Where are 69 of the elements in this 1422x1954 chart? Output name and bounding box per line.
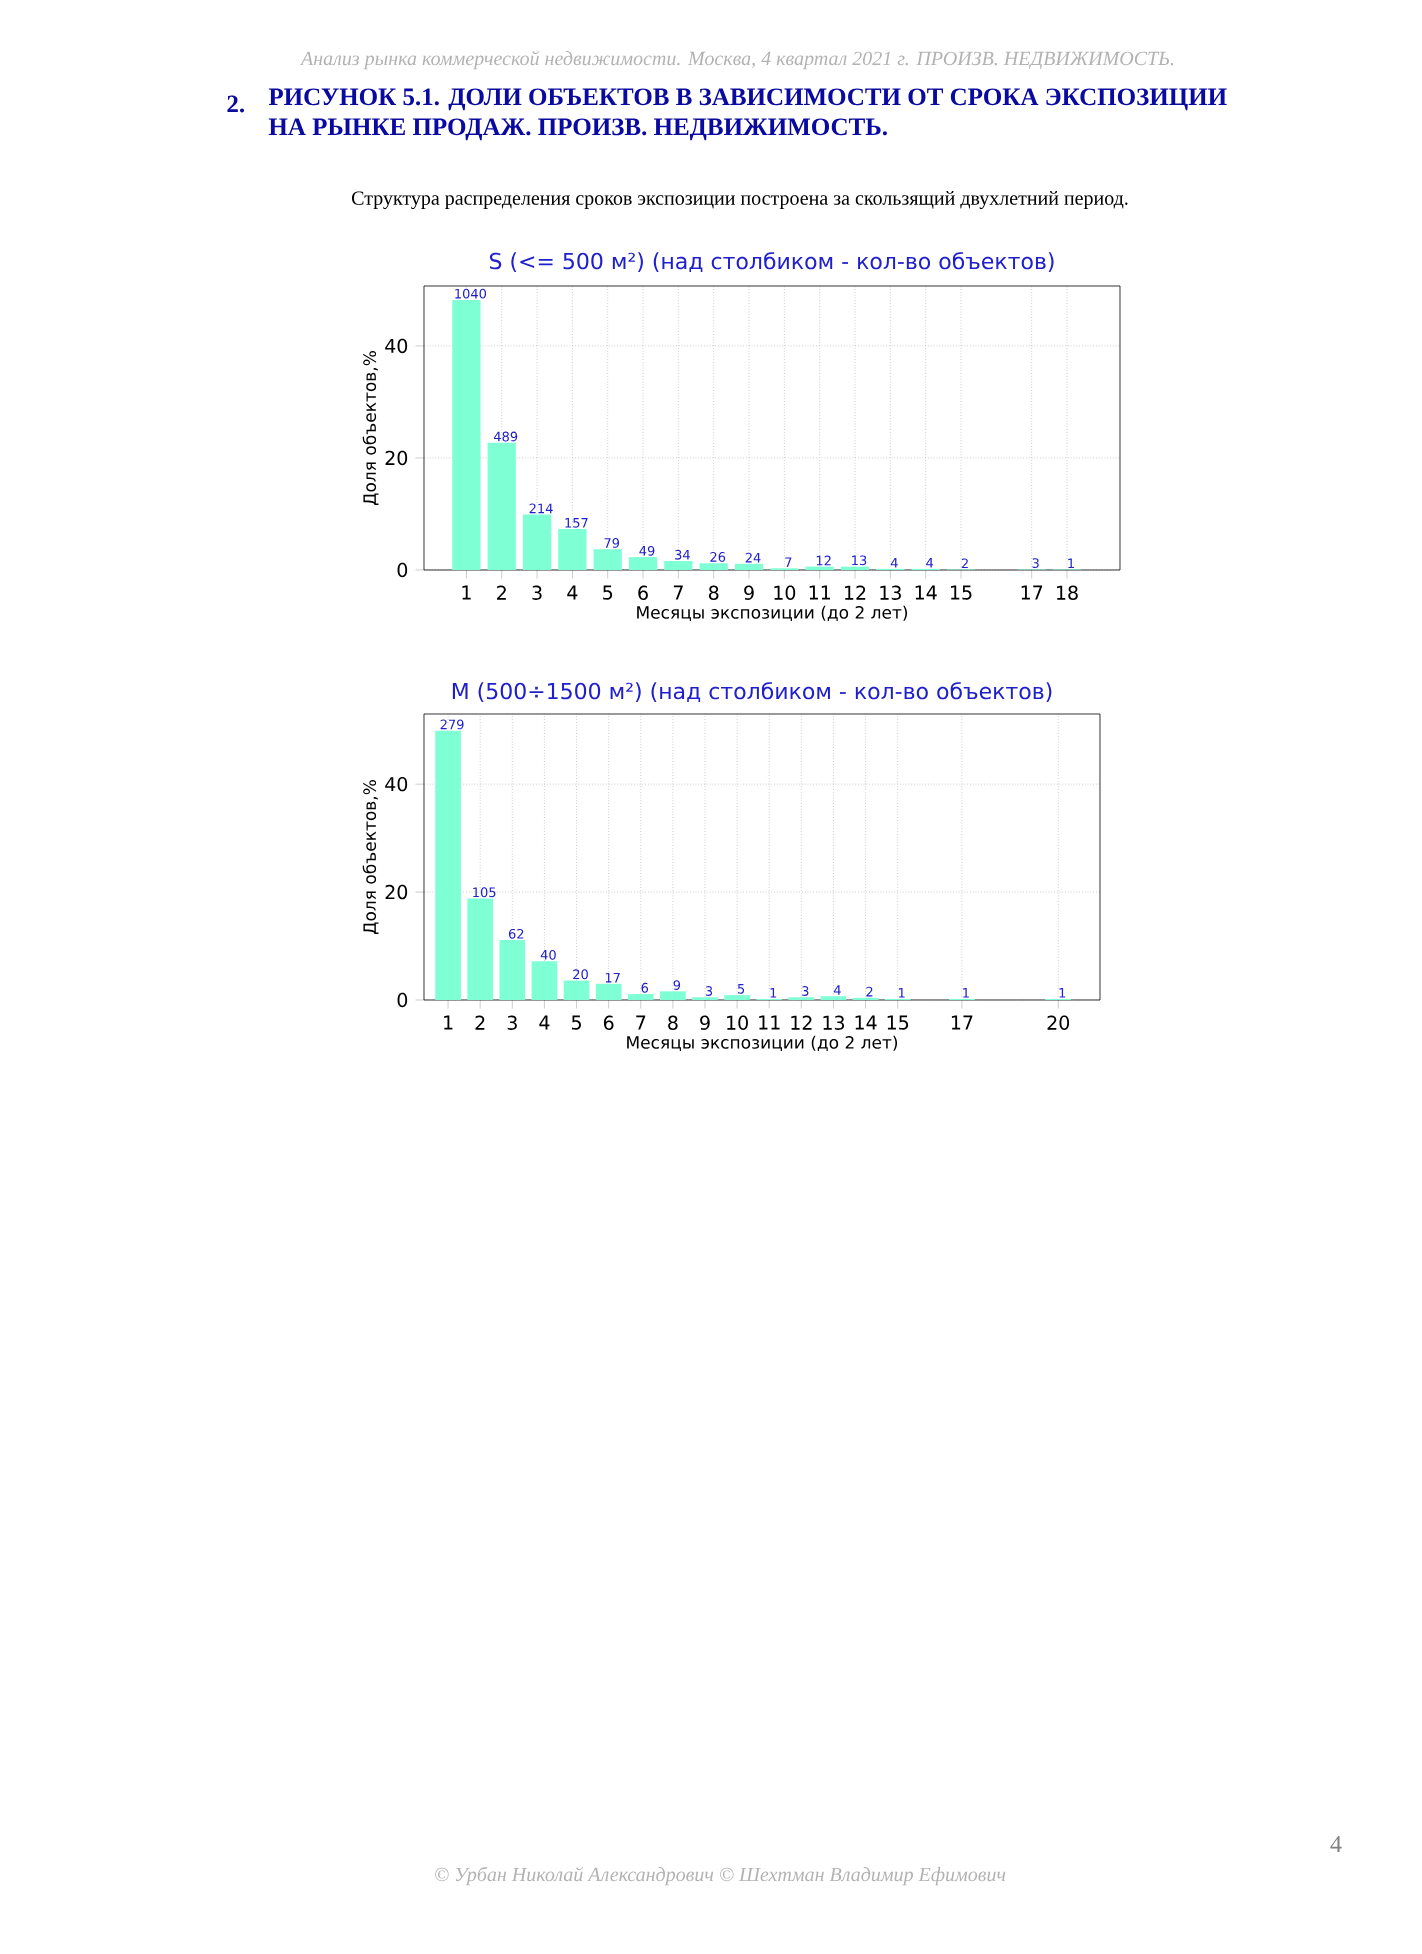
x-tick-label: 13 xyxy=(880,585,901,600)
bar xyxy=(563,980,590,1000)
x-tick-label: 12 xyxy=(845,585,866,600)
x-tick-label: 11 xyxy=(759,1015,780,1030)
bar xyxy=(595,983,622,1000)
bar xyxy=(487,442,516,570)
x-tick-label: 4 xyxy=(567,585,578,600)
x-axis-title: Месяцы экспозиции (до 2 лет) xyxy=(637,605,908,621)
bar xyxy=(734,563,764,570)
bar xyxy=(435,730,461,1000)
x-tick-label: 13 xyxy=(823,1015,845,1030)
x-tick-label: 10 xyxy=(727,1015,748,1030)
bar xyxy=(531,961,558,1000)
x-tick-label: 3 xyxy=(507,1015,517,1030)
x-tick-label: 2 xyxy=(475,1015,485,1030)
y-tick-label: 20 xyxy=(385,884,408,900)
x-tick-label: 8 xyxy=(668,1015,678,1030)
x-tick-label: 17 xyxy=(951,1015,973,1030)
chart-title: S (<= 500 м²) (над столбиком - кол-во объектов) xyxy=(489,251,1054,273)
bar xyxy=(467,898,494,1000)
x-tick-label: 9 xyxy=(744,585,754,600)
x-tick-label: 6 xyxy=(638,585,648,600)
y-axis-title: Доля объектов,% xyxy=(362,351,379,505)
y-tick-label: 40 xyxy=(385,338,408,354)
x-tick-label: 14 xyxy=(855,1015,877,1030)
bar xyxy=(522,514,552,570)
text: Структура распределения сроков экспозиции построена за скользящий двухлетний период. xyxy=(351,190,1128,210)
text: 4 xyxy=(1330,1836,1342,1852)
bar xyxy=(699,563,728,570)
bar xyxy=(627,994,654,1000)
y-tick-label: 40 xyxy=(385,776,408,792)
x-tick-label: 2 xyxy=(497,585,506,600)
x-tick-label: 18 xyxy=(1057,585,1078,600)
bar xyxy=(593,549,622,570)
x-tick-label: 20 xyxy=(1047,1015,1070,1030)
text: © Урбан Николай Александрович © Шехтман Владимир Ефимович xyxy=(435,1866,1006,1886)
bar xyxy=(660,991,686,1000)
x-tick-label: 11 xyxy=(809,585,831,600)
y-tick-label: 0 xyxy=(397,992,408,1008)
x-tick-label: 7 xyxy=(636,1015,646,1030)
text: 2. xyxy=(227,95,245,113)
x-tick-label: 9 xyxy=(700,1015,710,1030)
x-tick-label: 3 xyxy=(532,585,542,600)
x-tick-label: 7 xyxy=(673,585,683,600)
x-tick-label: 10 xyxy=(774,585,796,600)
x-tick-label: 12 xyxy=(791,1015,812,1030)
y-tick-label: 0 xyxy=(397,562,408,578)
x-axis-title: Месяцы экспозиции (до 2 лет) xyxy=(627,1035,898,1051)
text: РИСУНОК 5.1. ДОЛИ ОБЪЕКТОВ В ЗАВИСИМОСТИ ОТ СРОКА ЭКСПОЗИЦИИ НА РЫНКЕ ПРОДАЖ. ПРОИЗВ. НЕДВИЖИМОСТЬ. xyxy=(268,88,1227,141)
chart-title: M (500÷1500 м²) (над столбиком - кол-во объектов) xyxy=(452,681,1052,703)
x-tick-label: 4 xyxy=(539,1015,550,1030)
y-axis-title: Доля объектов,% xyxy=(362,780,379,934)
bar xyxy=(452,300,481,570)
x-tick-label: 6 xyxy=(603,1015,614,1030)
x-tick-label: 14 xyxy=(915,585,937,600)
bar xyxy=(628,557,658,570)
x-tick-label: 1 xyxy=(462,585,471,600)
bar xyxy=(558,529,587,570)
x-tick-label: 8 xyxy=(708,585,719,600)
x-tick-label: 15 xyxy=(887,1015,909,1030)
x-tick-label: 15 xyxy=(951,585,972,600)
y-tick-label: 20 xyxy=(385,450,408,466)
x-tick-label: 1 xyxy=(444,1015,453,1030)
x-tick-label: 5 xyxy=(571,1015,581,1030)
bar xyxy=(499,940,526,1000)
x-tick-label: 17 xyxy=(1021,585,1043,600)
bar xyxy=(664,561,693,570)
x-tick-label: 5 xyxy=(603,585,613,600)
text: Анализ рынка коммерческой недвижимости. Москва, 4 квартал 2021 г. ПРОИЗВ. НЕДВИЖИМОСТЬ. xyxy=(299,50,1174,70)
